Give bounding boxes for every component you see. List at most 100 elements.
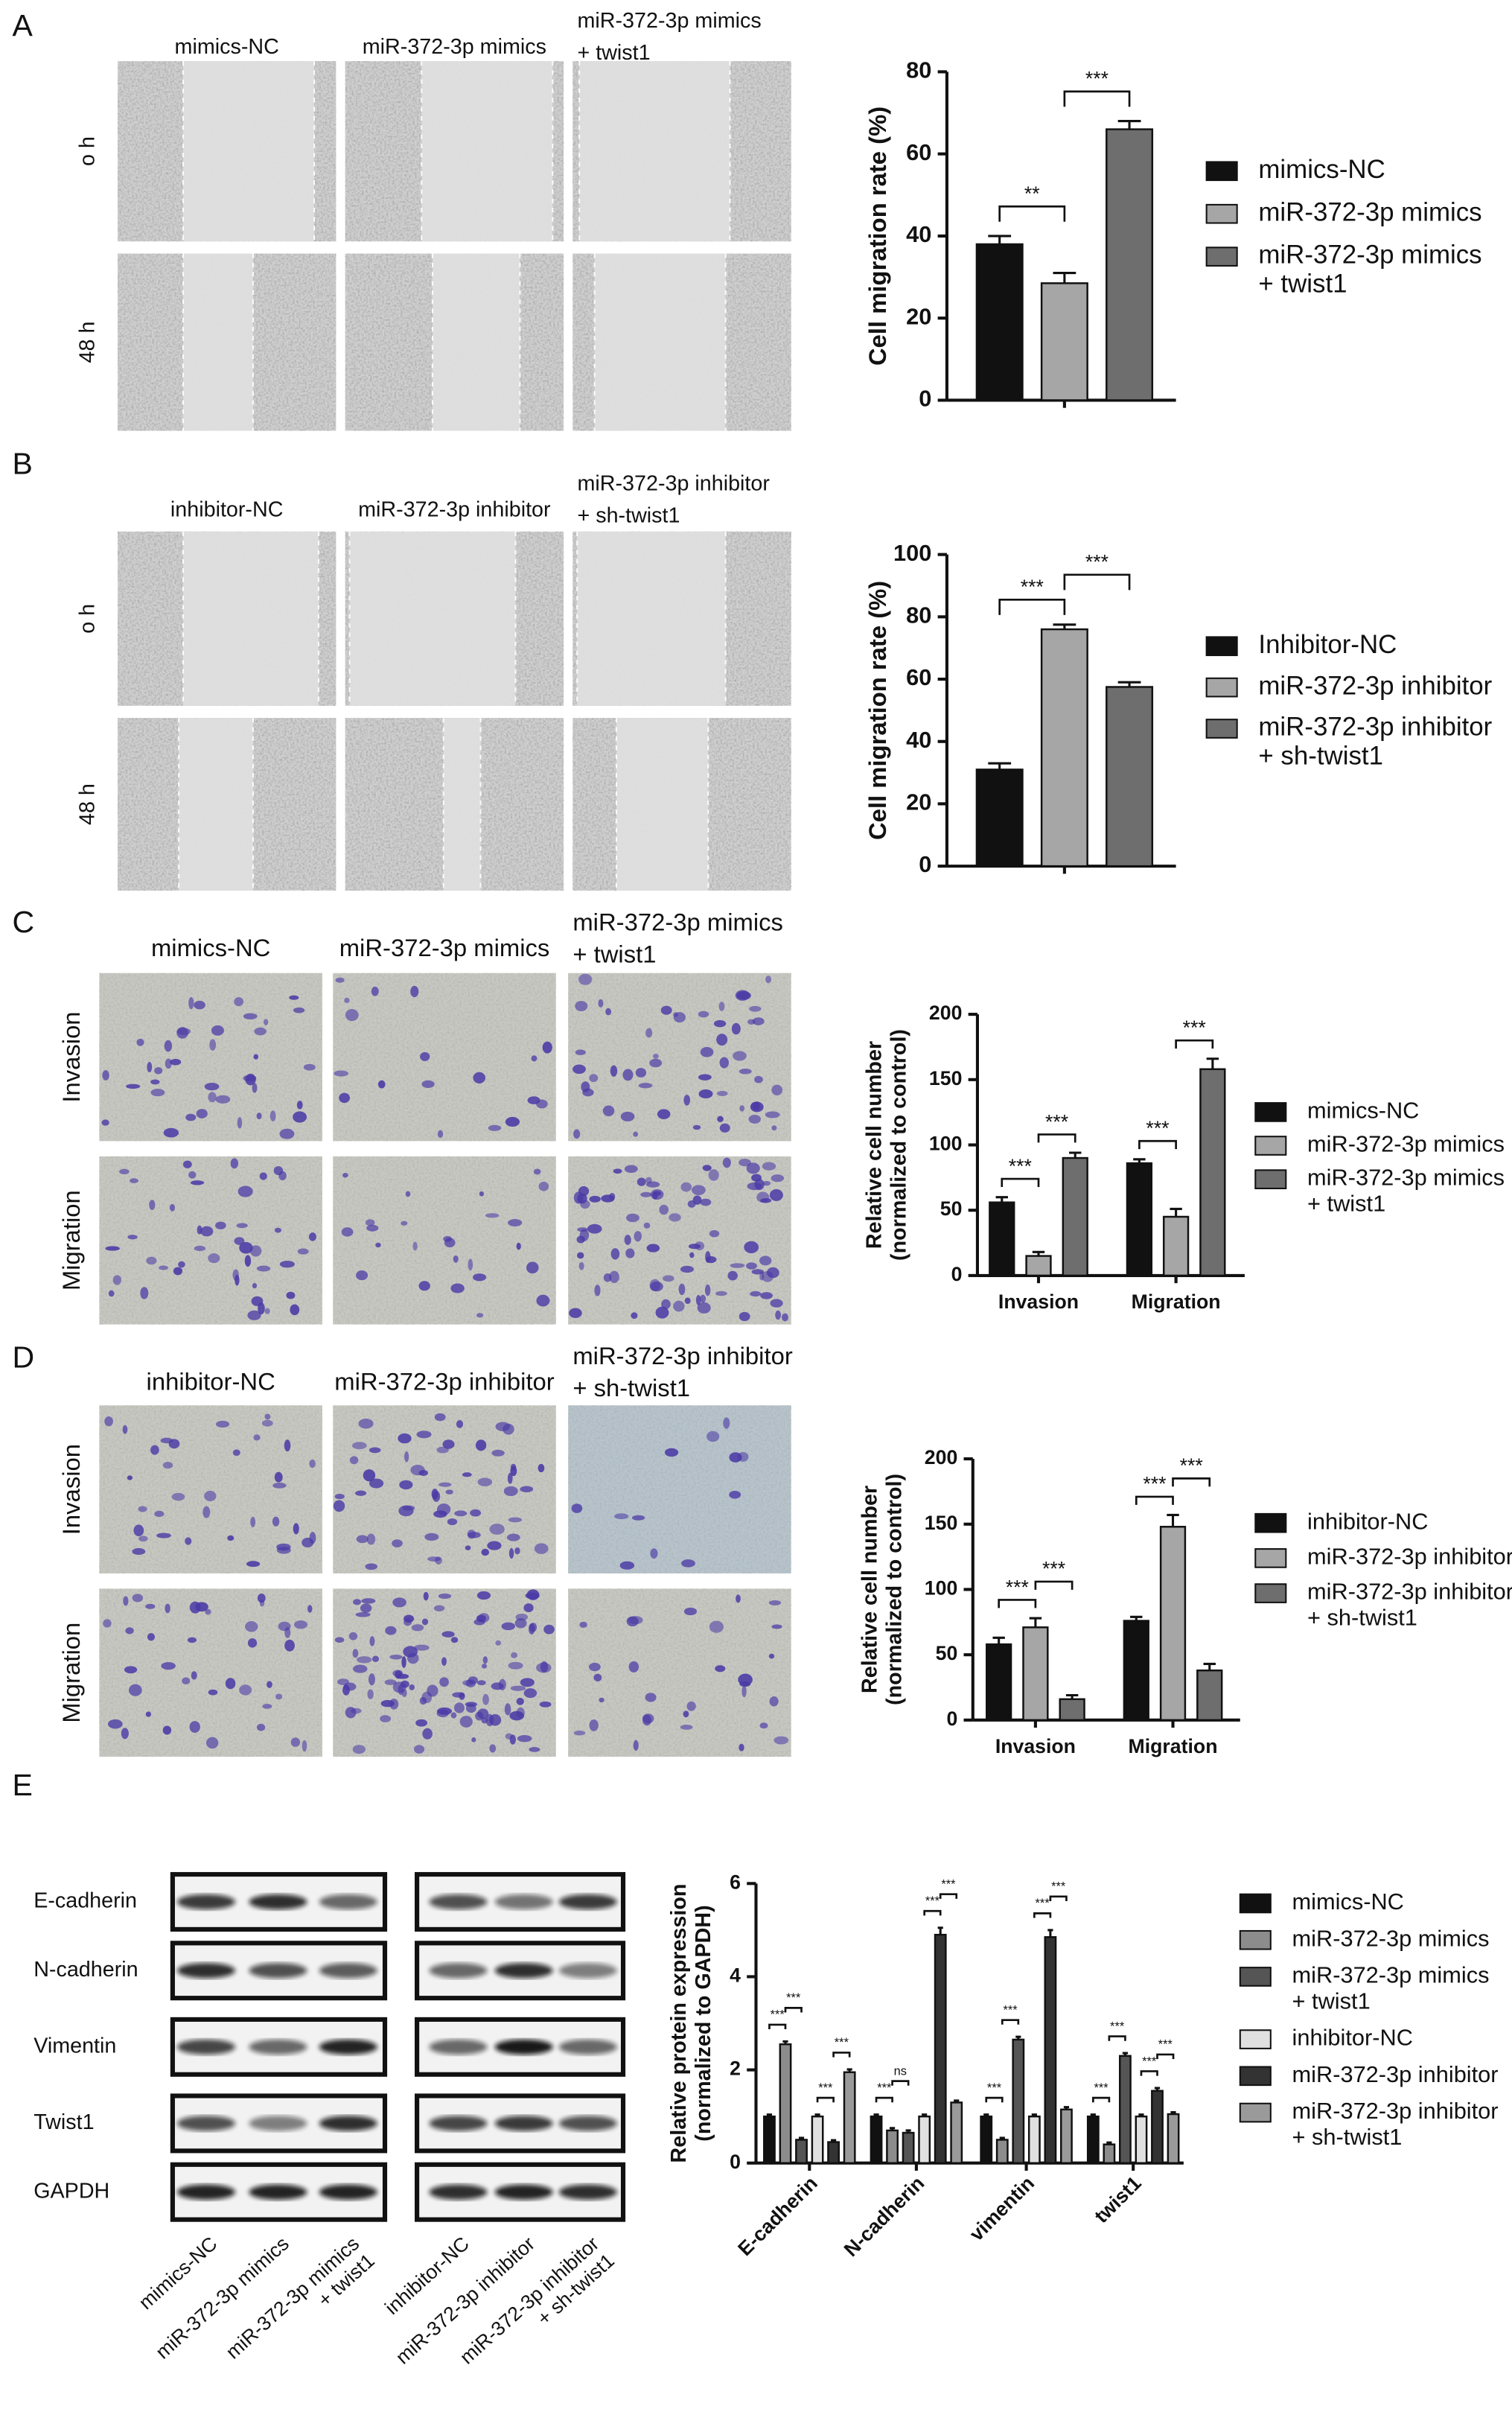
cell <box>182 1160 192 1168</box>
cell <box>243 1013 258 1020</box>
panel-label: B <box>12 446 32 480</box>
cell <box>396 1673 409 1679</box>
significance-bracket <box>1037 1133 1076 1143</box>
cell <box>259 1172 267 1180</box>
cell <box>465 1545 471 1550</box>
cell <box>602 1105 615 1117</box>
cell <box>227 1535 235 1541</box>
bar <box>1059 1698 1085 1722</box>
blot-band <box>494 1963 553 1979</box>
significance-bracket <box>1138 1139 1177 1150</box>
blot-band <box>558 1963 617 1979</box>
blot-band <box>319 2116 377 2131</box>
cell <box>698 1011 709 1018</box>
cell <box>578 1261 584 1270</box>
bar <box>1106 128 1154 401</box>
cell <box>409 1684 415 1690</box>
cell <box>125 1627 134 1635</box>
significance-label: ** <box>1024 182 1040 205</box>
cell <box>351 1442 367 1450</box>
micrograph-texture <box>99 973 322 1142</box>
cell <box>215 1420 230 1428</box>
cell <box>485 1213 500 1218</box>
cell <box>237 1117 243 1129</box>
cell <box>713 1019 727 1028</box>
cell <box>622 1069 634 1081</box>
cell <box>487 1541 502 1550</box>
micrograph <box>345 718 564 891</box>
cell <box>252 1083 258 1093</box>
cell <box>385 1626 397 1635</box>
bar <box>811 2115 824 2164</box>
micrograph-texture <box>99 1156 322 1325</box>
cell <box>194 1245 206 1252</box>
significance-label: *** <box>1009 1155 1032 1177</box>
y-tick-label: 60 <box>906 139 931 165</box>
cell <box>450 1283 465 1293</box>
cell <box>716 1090 728 1097</box>
bar <box>870 2115 883 2164</box>
cell <box>225 1678 236 1690</box>
cell <box>715 1665 726 1673</box>
cell <box>625 1248 635 1258</box>
blot-band <box>558 2184 617 2200</box>
cell <box>122 1425 128 1434</box>
cell <box>589 1719 599 1731</box>
y-tick-label: 20 <box>906 789 931 815</box>
blot-band <box>429 2116 488 2131</box>
blot-band <box>494 2039 553 2055</box>
significance-label: *** <box>771 2008 785 2022</box>
cell <box>739 1068 752 1075</box>
cell <box>669 1213 681 1222</box>
cell <box>293 1007 305 1013</box>
cell <box>523 1688 538 1699</box>
legend-label: miR-372-3p mimics <box>1307 1131 1505 1157</box>
row-label: Invasion <box>57 1444 85 1535</box>
bar <box>934 1933 947 2164</box>
cell <box>234 996 243 1007</box>
bar <box>1123 1620 1149 1722</box>
blot-band <box>249 2116 307 2131</box>
cell <box>421 1691 433 1704</box>
cell <box>129 1178 138 1183</box>
cell <box>392 1681 406 1693</box>
bar <box>763 2115 776 2164</box>
blot-band <box>429 2184 488 2200</box>
cell <box>176 1027 188 1039</box>
cell <box>610 1248 620 1260</box>
legend-label: miR-372-3p inhibitor + sh-twist1 <box>1307 1579 1512 1631</box>
cell <box>649 1058 663 1068</box>
cell <box>289 995 299 1000</box>
significance-label: *** <box>1036 1897 1050 1910</box>
micrograph <box>333 1588 556 1757</box>
lane-label: miR-372-3p inhibitor+ sh-twist1 <box>456 2233 619 2386</box>
micrograph <box>333 1156 556 1325</box>
cell <box>360 1603 372 1613</box>
legend-swatch <box>1205 246 1238 267</box>
cell <box>230 1158 239 1169</box>
cell <box>343 1682 357 1691</box>
column-label: miR-372-3p mimics + twist1 <box>577 9 761 65</box>
cell <box>628 1661 639 1673</box>
significance-bracket <box>998 1599 1037 1608</box>
cell <box>593 1673 602 1682</box>
significance-label: *** <box>1146 1117 1169 1139</box>
cell <box>727 1270 738 1281</box>
cell <box>414 1644 430 1651</box>
cell <box>423 1591 429 1601</box>
cell <box>481 1664 488 1669</box>
cell <box>357 1656 372 1664</box>
bar <box>1025 1255 1052 1277</box>
cell <box>403 1646 418 1658</box>
cell <box>454 1702 465 1713</box>
bar <box>1062 1156 1088 1277</box>
column-label: miR-372-3p inhibitor <box>358 497 551 521</box>
cell <box>211 1025 224 1036</box>
significance-bracket <box>1049 1895 1068 1902</box>
cell <box>398 1433 412 1444</box>
cell <box>253 1434 261 1441</box>
cell <box>369 1447 381 1454</box>
cell <box>309 1460 316 1468</box>
cell <box>765 1111 780 1118</box>
cell <box>771 1624 782 1629</box>
